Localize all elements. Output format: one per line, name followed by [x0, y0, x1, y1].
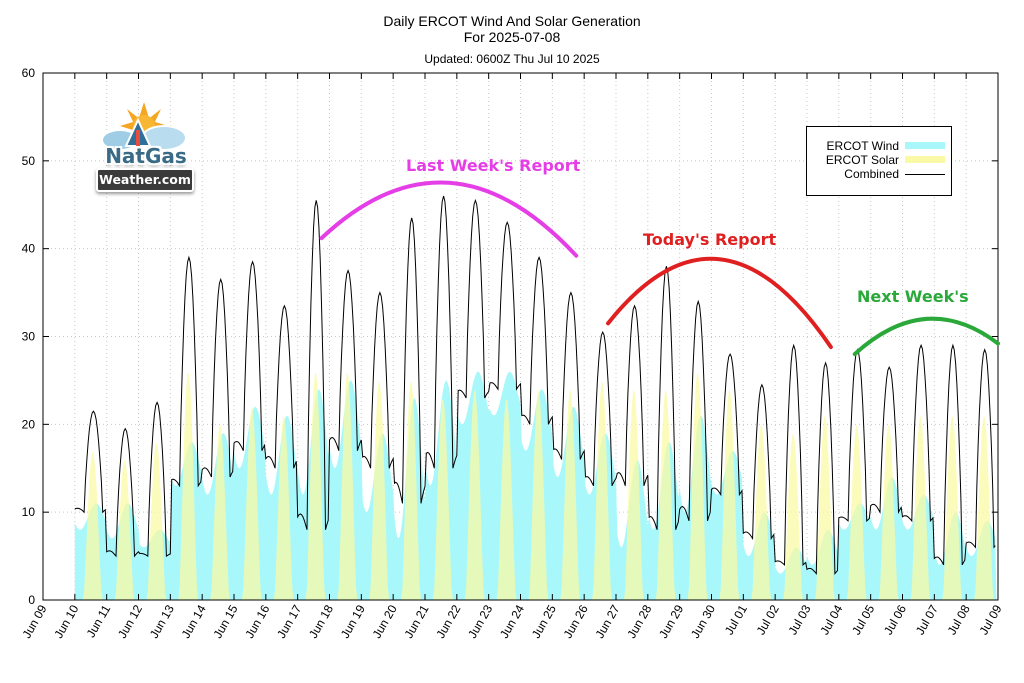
annotation-arc: [319, 180, 579, 258]
y-tick-label: 30: [22, 330, 36, 344]
x-tick-label: Jun 21: [401, 602, 431, 640]
x-tick-label: Jul 02: [754, 602, 782, 637]
y-tick-label: 60: [22, 66, 36, 80]
legend: ERCOT Wind ERCOT Solar Combined: [806, 126, 952, 196]
chart-title: Daily ERCOT Wind And Solar Generation: [383, 13, 641, 29]
x-tick-label: Jun 19: [338, 602, 368, 640]
solar-area-layer: [74, 373, 997, 600]
x-tick-label: Jun 15: [210, 602, 240, 640]
annotation-arcs: [319, 180, 1000, 357]
sun-cloud-icon: [101, 102, 187, 151]
x-tick-label: Jun 20: [370, 602, 400, 640]
natgas-weather-logo: NatGas Weather.com: [92, 100, 202, 192]
annotation-last-week: Last Week's Report: [406, 156, 581, 175]
y-tick-label: 20: [22, 417, 36, 431]
x-tick-label: Jul 04: [817, 602, 845, 637]
x-tick-label: Jun 29: [656, 602, 686, 640]
x-tick-label: Jun 17: [274, 602, 304, 640]
annotation-arc: [852, 316, 1000, 357]
x-tick-label: Jun 24: [497, 602, 527, 640]
x-tick-label: Jul 01: [722, 602, 750, 637]
x-tick-label: Jul 03: [785, 602, 813, 637]
y-tick-label: 10: [22, 505, 36, 519]
annotation-arc: [606, 256, 833, 350]
x-tick-label: Jun 25: [529, 602, 559, 640]
legend-wind-swatch: [905, 142, 945, 149]
x-tick-label: Jun 13: [147, 602, 177, 640]
x-tick-label: Jun 12: [115, 602, 145, 640]
y-tick-label: 40: [22, 242, 36, 256]
x-tick-label: Jun 14: [179, 602, 209, 640]
combined-line: [74, 195, 996, 575]
y-tick-label: 0: [28, 593, 35, 607]
annotation-today: Today's Report: [643, 230, 777, 249]
x-tick-label: Jun 10: [51, 602, 81, 640]
legend-combined-label: Combined: [844, 167, 899, 181]
y-tick-label: 50: [22, 154, 36, 168]
x-tick-label: Jun 30: [688, 602, 718, 640]
logo-text-top: NatGas: [105, 144, 187, 168]
x-tick-label: Jun 18: [306, 602, 336, 640]
x-tick-label: Jun 27: [592, 602, 622, 640]
x-tick-label: Jul 07: [913, 602, 941, 637]
logo-text-bottom: Weather.com: [96, 168, 194, 192]
x-tick-label: Jun 22: [433, 602, 463, 640]
legend-wind-label: ERCOT Wind: [826, 139, 899, 153]
chart-subtitle: Updated: 0600Z Thu Jul 10 2025: [424, 52, 600, 66]
x-tick-label: Jun 28: [624, 602, 654, 640]
combined-line-layer: [74, 195, 996, 575]
chart-title-line2: For 2025-07-08: [463, 29, 561, 45]
x-tick-label: Jun 11: [84, 602, 114, 640]
x-tick-label: Jul 08: [945, 602, 973, 637]
legend-solar-label: ERCOT Solar: [825, 153, 899, 167]
annotation-next-week: Next Week's: [857, 287, 969, 306]
legend-combined-swatch: [905, 174, 945, 175]
x-tick-label: Jul 05: [849, 602, 877, 637]
x-tick-label: Jun 23: [465, 602, 495, 640]
x-tick-label: Jun 09: [19, 602, 49, 640]
legend-solar-swatch: [905, 156, 945, 163]
x-tick-label: Jun 16: [242, 602, 272, 640]
solar-area: [74, 373, 997, 600]
x-tick-label: Jul 06: [881, 602, 909, 637]
y-axis-ticks: 0 10 20 30 40 50 60: [22, 66, 998, 607]
x-tick-label: Jun 26: [561, 602, 591, 640]
x-tick-label: Jul 09: [976, 602, 1004, 637]
